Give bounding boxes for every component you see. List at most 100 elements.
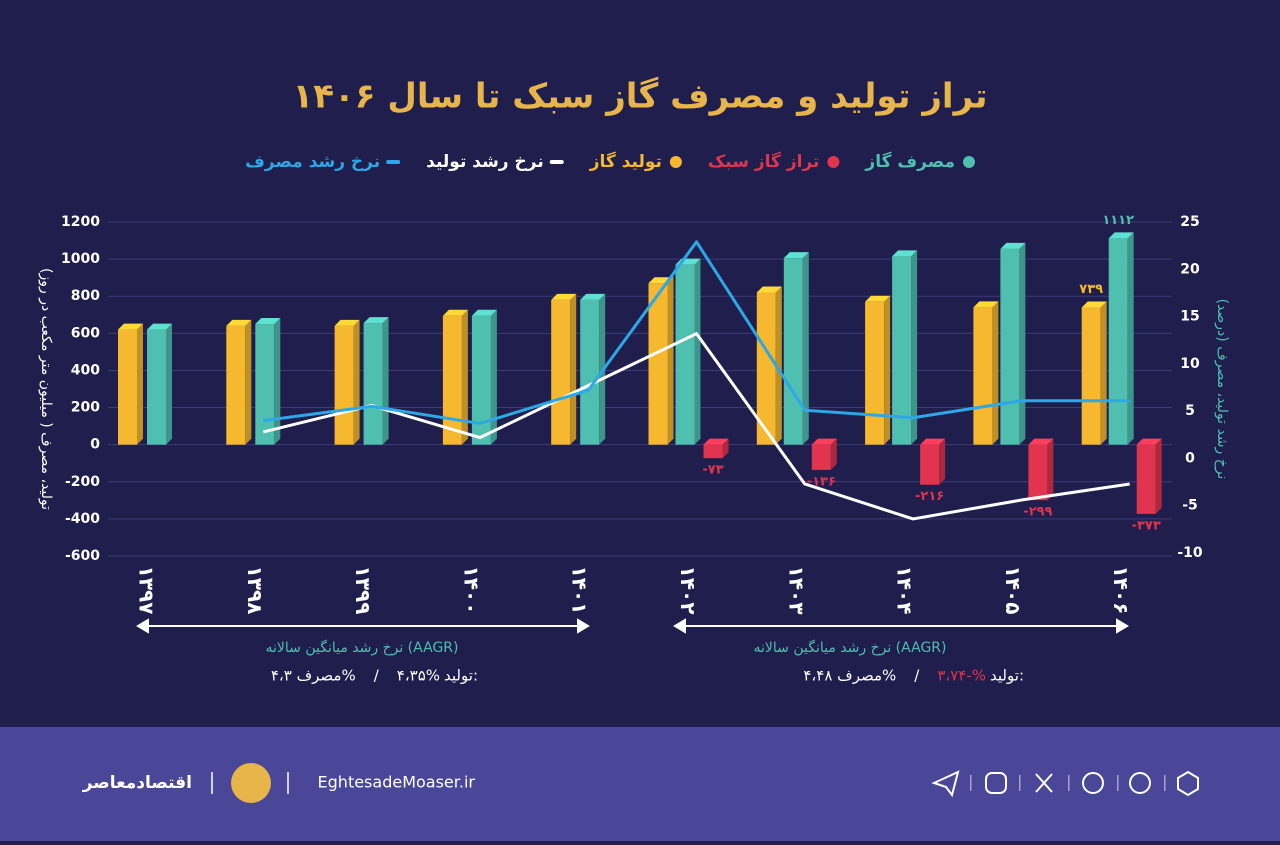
annotation-text: مصرف ۴،۴۸% — [803, 667, 896, 685]
bar-side — [1047, 438, 1054, 501]
bar-side — [992, 301, 999, 445]
bar-side — [911, 250, 918, 445]
y-tick-label: 0 — [90, 437, 100, 453]
chart-title: تراز تولید و مصرف گاز سبک تا سال ۱۴۰۶ — [292, 77, 987, 117]
bar — [648, 283, 668, 445]
bar-top — [226, 319, 252, 326]
annotation-separator: / — [914, 667, 920, 685]
sep — [1019, 775, 1021, 791]
annotation-value: ۴،۳۵% — [397, 667, 440, 685]
bar-top — [580, 293, 606, 300]
arrow-head — [577, 618, 590, 634]
bar-side — [939, 438, 946, 485]
x-tick-label: ۱۳۹۷ — [135, 566, 159, 615]
bar-top — [334, 319, 360, 326]
bar — [865, 301, 885, 445]
logo — [231, 763, 271, 803]
arrow-head — [1116, 618, 1129, 634]
bar — [703, 444, 723, 459]
y-tick-label: 800 — [71, 288, 100, 304]
bar-top — [1000, 242, 1026, 249]
x-tick-label: ۱۳۹۸ — [243, 566, 267, 615]
bar-side — [166, 323, 172, 445]
y2-axis-label: نرخ رشد تولید، مصرف (درصد) — [1214, 299, 1230, 480]
y-tick-label: 1000 — [61, 251, 100, 267]
y2-tick-label: 0 — [1185, 450, 1195, 466]
legend-marker — [827, 156, 840, 168]
legend-marker — [549, 160, 564, 164]
legend-label: تولید گاز — [589, 151, 662, 172]
y-tick-label: 200 — [71, 400, 100, 416]
bar — [675, 264, 695, 445]
bar-top — [1108, 232, 1134, 239]
bar-side — [382, 317, 389, 445]
legend-label: تراز گاز سبک — [708, 151, 820, 172]
y-tick-label: -600 — [65, 548, 100, 564]
legend-marker — [669, 156, 682, 168]
bar — [1028, 444, 1048, 501]
bar-top — [118, 323, 143, 330]
sep — [970, 775, 972, 791]
bar-top — [920, 438, 946, 445]
bar-top — [147, 323, 172, 330]
bar-side — [722, 438, 729, 459]
arrow-head — [136, 618, 149, 634]
bar — [363, 323, 383, 445]
line-series — [263, 240, 1130, 425]
bar — [1000, 248, 1020, 445]
bar-side — [1127, 232, 1134, 445]
annotation-text: مصرف ۴،۳% — [271, 667, 356, 685]
bar-side — [570, 293, 577, 445]
data-label: -۳۷۳ — [1132, 518, 1161, 533]
bar-top — [471, 309, 497, 316]
bar-side — [461, 309, 468, 445]
annotation-separator: / — [374, 667, 380, 685]
legend-marker — [386, 160, 401, 164]
bar-top — [973, 301, 999, 308]
annotation-text: تولید: — [444, 667, 478, 685]
bar-top — [703, 438, 729, 445]
y-tick-label: 400 — [71, 362, 100, 378]
y2-tick-label: 25 — [1180, 214, 1199, 230]
annotation-value: ۳،۷۴-% — [937, 667, 986, 685]
bar-top — [892, 250, 918, 257]
bar — [580, 299, 600, 445]
bar-top — [363, 317, 389, 324]
icon — [1177, 770, 1199, 797]
bar — [1136, 444, 1156, 514]
bar — [756, 292, 776, 445]
x-icon — [1035, 773, 1053, 793]
bar-side — [274, 318, 281, 445]
footer-band — [0, 727, 1280, 841]
site-url: EghtesadeMoaser.ir — [318, 773, 476, 792]
bar — [973, 307, 993, 445]
bar — [551, 299, 571, 445]
bar — [1108, 238, 1128, 445]
line-series — [262, 332, 1130, 521]
bar-side — [884, 295, 891, 445]
bar-top — [442, 309, 468, 316]
y2-tick-label: -5 — [1182, 498, 1198, 514]
bar-top — [255, 318, 281, 325]
bar-side — [353, 319, 360, 445]
bar — [442, 315, 462, 445]
y2-tick-label: -10 — [1177, 545, 1203, 561]
bar — [920, 444, 940, 485]
y2-tick-label: 5 — [1185, 403, 1195, 419]
bar-top — [865, 295, 891, 302]
bar-side — [830, 438, 837, 470]
bar-side — [490, 309, 497, 445]
bar — [783, 258, 803, 445]
brand-name: اقتصادمعاصر — [82, 773, 192, 793]
separators — [970, 775, 1166, 791]
sep — [1117, 775, 1119, 791]
bar-side — [1155, 438, 1162, 514]
x-tick-label: ۱۴۰۴ — [893, 566, 917, 615]
bar — [1081, 307, 1101, 445]
x-tick-label: ۱۴۰۵ — [1001, 566, 1025, 615]
bar-top — [1136, 438, 1162, 445]
telegram-icon — [931, 770, 960, 798]
sep — [1068, 775, 1070, 791]
x-tick-label: ۱۴۰۲ — [676, 566, 700, 615]
